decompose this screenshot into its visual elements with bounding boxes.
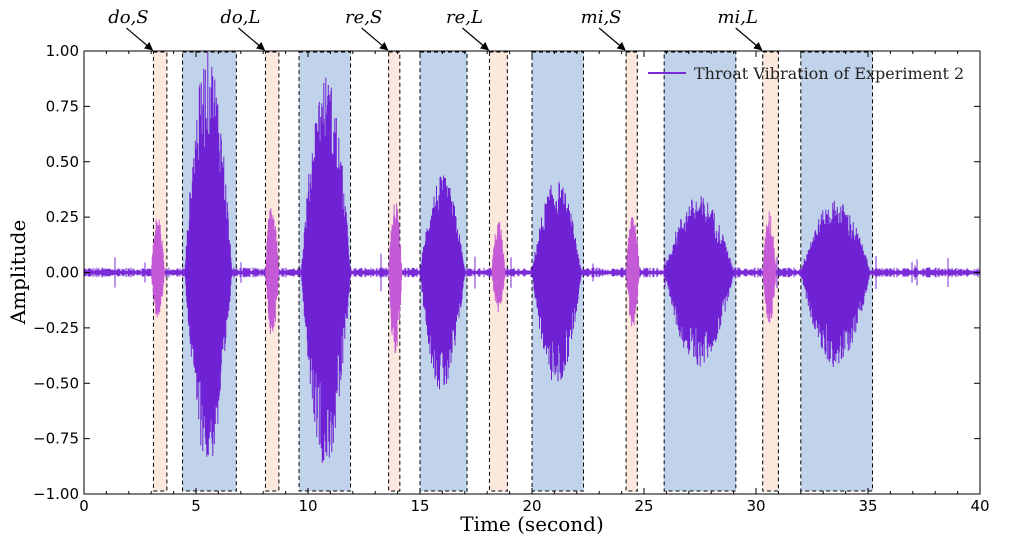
axes: 0 5 10 15 20 25 30 35 40 −1.00 −0.75 −0.50 −0.25 0.00… [33,42,990,515]
x-tick-label: 0 [79,497,89,515]
x-tick-label: 20 [522,497,541,515]
annotation-arrow [126,27,154,51]
y-tick-label: 1.00 [46,42,79,60]
annotation-arrow [735,27,763,51]
y-tick-label: 0.25 [46,208,79,226]
signal-burst-9 [664,196,734,367]
x-tick-label: 25 [634,497,653,515]
y-tick-label: 0.50 [46,153,79,171]
signal-burst-11 [800,200,871,367]
annotation-arrow [238,27,266,51]
y-tick-label: −1.00 [33,485,79,503]
x-tick-label: 35 [858,497,877,515]
signal-burst-2 [265,208,279,334]
y-tick-label: 0.00 [46,264,79,282]
y-tick-label: 0.75 [46,97,79,115]
signal-burst-5 [420,175,465,390]
annotation-label: do,S [108,7,148,28]
x-tick-label: 5 [191,497,201,515]
x-axis-title: Time (second) [460,512,604,536]
signal-burst-4 [388,203,403,353]
annotation-label: re,L [446,7,483,28]
signal-burst-8 [626,217,640,327]
signal-series [84,52,980,463]
legend: Throat Vibration of Experiment 2 [648,64,964,83]
signal-burst-1 [184,52,233,457]
annotation-label: mi,S [581,7,622,28]
annotation-label: re,S [345,7,382,28]
annotation-arrow [598,27,626,51]
annotation-arrow [361,27,389,51]
signal-burst-3 [301,77,351,463]
y-tick-label: −0.75 [33,430,79,448]
y-tick-label: −0.50 [33,374,79,392]
signal-burst-10 [762,211,777,323]
annotation-arrow [462,27,490,51]
x-tick-label: 15 [410,497,429,515]
annotation-label: mi,L [717,7,758,28]
signal-burst-0 [151,219,165,318]
annotations: do,S do,L re,S re,L mi,S mi,L [108,7,763,51]
signal-burst-7 [532,181,582,382]
x-tick-label: 40 [970,497,989,515]
y-tick-label: −0.25 [33,319,79,337]
signal-burst-6 [491,222,506,312]
y-axis-title: Amplitude [6,220,30,326]
x-tick-label: 30 [746,497,765,515]
annotation-label: do,L [220,7,260,28]
legend-label: Throat Vibration of Experiment 2 [694,64,964,83]
x-tick-label: 10 [298,497,317,515]
